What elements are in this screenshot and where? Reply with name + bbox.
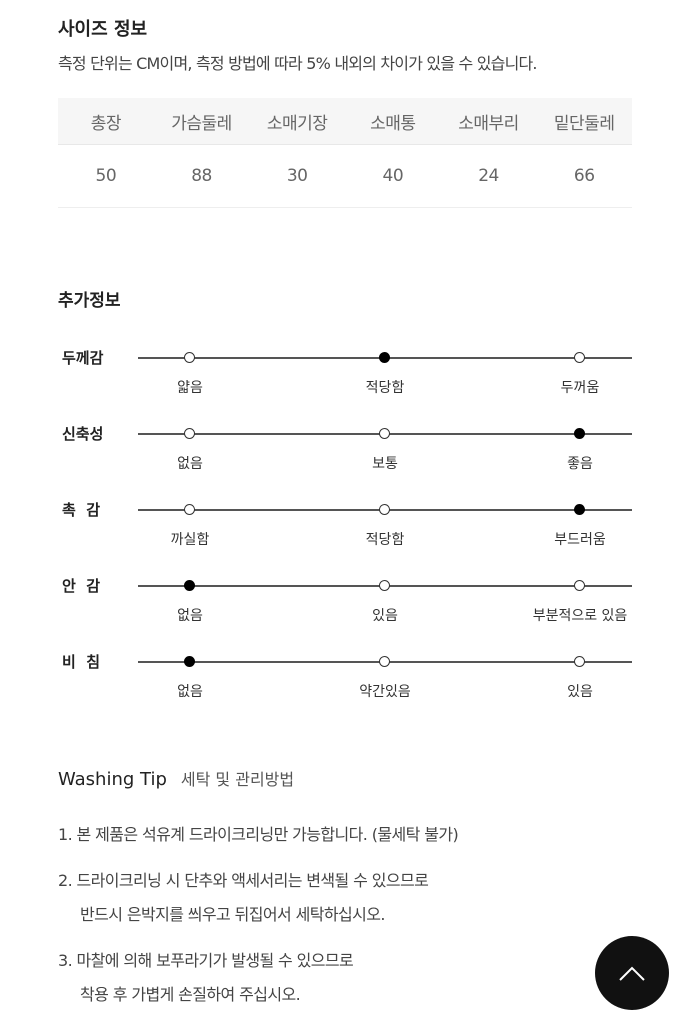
scale-dot-selected: [574, 428, 585, 439]
scale-dot: [379, 504, 390, 515]
scale-option-label: 있음: [567, 684, 593, 700]
attribute-row: 촉 감 까실함 적당함 부드러움: [58, 501, 632, 569]
extra-info-title: 추가정보: [58, 291, 121, 311]
size-value-cell: 50: [95, 166, 117, 186]
size-table-row: 50 88 30 40 24 66: [58, 145, 632, 208]
washing-item-line: 2. 드라이크리닝 시 단추와 액세서리는 변색될 수 있으므로: [58, 871, 429, 890]
size-header-cell: 소매기장: [266, 113, 328, 134]
scale-dot: [379, 580, 390, 591]
scale-option-label: 없음: [177, 608, 203, 624]
attribute-row: 두께감 얇음 적당함 두꺼움: [58, 349, 632, 417]
scale-dot: [184, 504, 195, 515]
size-value-cell: 66: [573, 166, 595, 186]
size-value-cell: 40: [382, 166, 404, 186]
attribute-label: 촉 감: [62, 501, 101, 519]
scale-dot: [379, 656, 390, 667]
size-header-cell: 총장: [90, 113, 122, 134]
attribute-row: 비 침 없음 약간있음 있음: [58, 653, 632, 721]
size-header-cell: 소매통: [370, 113, 416, 134]
attribute-row: 신축성 없음 보통 좋음: [58, 425, 632, 493]
scale-option-label: 약간있음: [359, 684, 411, 700]
scale-option-label: 얇음: [177, 380, 203, 396]
scale-option-label: 없음: [177, 684, 203, 700]
size-value-cell: 30: [286, 166, 308, 186]
size-table-header: 총장 가슴둘레 소매기장 소매통 소매부리 밑단둘레: [58, 98, 632, 145]
size-header-cell: 가슴둘레: [171, 113, 232, 134]
scale-dot: [184, 428, 195, 439]
attribute-row: 안 감 없음 있음 부분적으로 있음: [58, 577, 632, 645]
size-header-cell: 밑단둘레: [553, 113, 615, 134]
attribute-label: 비 침: [62, 653, 101, 671]
scale-option-label: 두꺼움: [560, 380, 600, 396]
scale-option-label: 없음: [177, 456, 203, 472]
scale-dot-selected: [184, 656, 195, 667]
washing-subtitle: 세탁 및 관리방법: [180, 770, 295, 789]
scale-dot: [574, 656, 585, 667]
chevron-up-icon: [619, 966, 645, 981]
scale-dot: [574, 352, 585, 363]
size-table: 총장 가슴둘레 소매기장 소매통 소매부리 밑단둘레 50 88 30 40 24 66: [58, 98, 632, 208]
washing-item: 1. 본 제품은 석유계 드라이크리닝만 가능합니다. (물세탁 불가): [58, 818, 459, 852]
scale-dot-selected: [379, 352, 390, 363]
scale-option-label: 까실함: [170, 532, 210, 548]
scroll-top-button[interactable]: [595, 936, 669, 1010]
attribute-label: 신축성: [62, 425, 104, 443]
scale-option-label: 있음: [372, 608, 398, 624]
size-value-cell: 88: [191, 166, 212, 186]
size-info-note: 측정 단위는 CM이며, 측정 방법에 따라 5% 내외의 차이가 있을 수 있…: [58, 54, 538, 73]
scale-dot-selected: [184, 580, 195, 591]
scale-dot: [379, 428, 390, 439]
washing-header: Washing Tip 세탁 및 관리방법: [58, 766, 294, 790]
washing-title: Washing Tip: [58, 769, 167, 790]
washing-item-line: 1. 본 제품은 석유계 드라이크리닝만 가능합니다. (물세탁 불가): [58, 825, 459, 844]
scale-option-label: 적당함: [365, 532, 405, 548]
size-value-cell: 24: [478, 166, 499, 186]
scale-option-label: 부드러움: [554, 532, 606, 548]
scale-dot: [184, 352, 195, 363]
washing-item-line: 3. 마찰에 의해 보푸라기가 발생될 수 있으므로: [58, 951, 354, 970]
scale-dot-selected: [574, 504, 585, 515]
scale-option-label: 부분적으로 있음: [532, 608, 628, 624]
size-header-cell: 소매부리: [458, 113, 519, 134]
scale-dot: [574, 580, 585, 591]
scale-option-label: 좋음: [567, 456, 593, 472]
attribute-label: 안 감: [62, 577, 101, 595]
size-info-title: 사이즈 정보: [58, 19, 148, 40]
attribute-label: 두께감: [62, 349, 104, 367]
washing-item-line: 반드시 은박지를 씌우고 뒤집어서 세탁하십시오.: [80, 905, 385, 924]
washing-list: 1. 본 제품은 석유계 드라이크리닝만 가능합니다. (물세탁 불가) 2. 드…: [58, 818, 459, 1024]
scale-option-label: 보통: [372, 456, 398, 472]
washing-item-line: 착용 후 가볍게 손질하여 주십시오.: [80, 985, 301, 1004]
scale-option-label: 적당함: [365, 380, 405, 396]
